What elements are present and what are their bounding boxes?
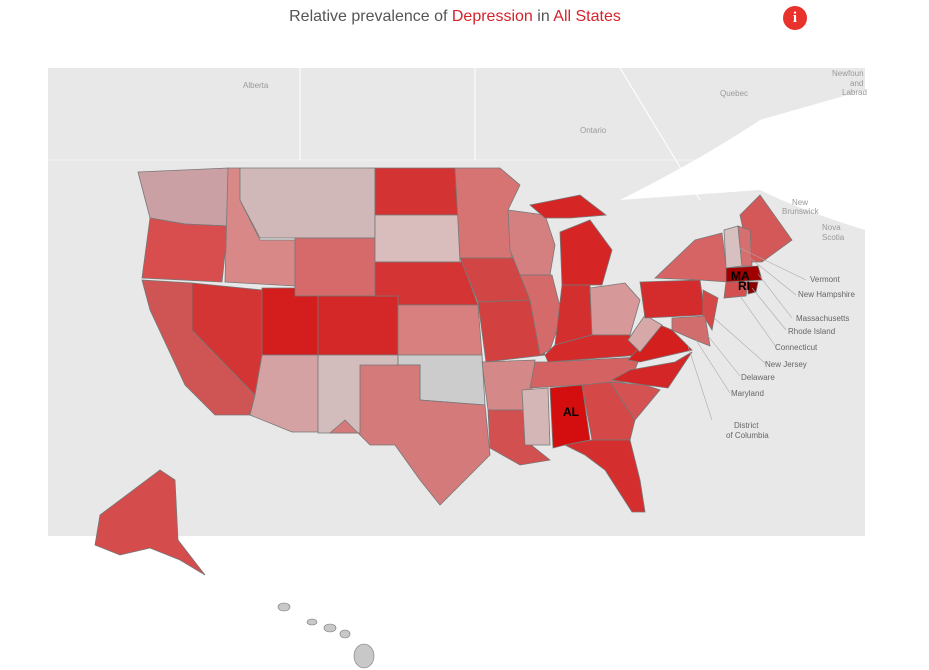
title-prefix: Relative prevalence of [289, 8, 448, 25]
state-label: AL [563, 405, 579, 419]
state[interactable] [627, 314, 663, 353]
callout: Massachusetts [796, 314, 849, 323]
state[interactable] [141, 217, 229, 283]
callout: Vermont [810, 275, 841, 284]
states [94, 167, 793, 576]
state-label: MA [731, 269, 750, 283]
state[interactable] [609, 381, 661, 421]
info-icon[interactable]: i [783, 6, 807, 30]
state[interactable] [521, 387, 551, 446]
callout-leaders [687, 247, 807, 421]
region-label: Scotia [822, 233, 845, 242]
state[interactable] [581, 381, 636, 441]
state[interactable] [94, 469, 206, 576]
callout: Connecticut [775, 343, 818, 352]
callout: New Hampshire [798, 290, 855, 299]
state[interactable] [747, 281, 759, 295]
region[interactable]: All States [553, 8, 621, 25]
region-label: and [850, 79, 863, 88]
state[interactable] [610, 351, 693, 389]
callout: New Jersey [765, 360, 807, 369]
state[interactable] [723, 281, 749, 299]
state[interactable] [239, 167, 376, 239]
title: Relative prevalence of Depression in All… [0, 8, 910, 26]
condition[interactable]: Depression [451, 8, 533, 25]
state[interactable] [317, 295, 399, 356]
state[interactable] [261, 287, 319, 356]
state[interactable] [639, 279, 706, 319]
state[interactable] [654, 232, 729, 283]
callout: Delaware [741, 373, 775, 382]
state[interactable] [328, 364, 491, 506]
callouts: Vermont New Hampshire Massachusetts Rhod… [726, 275, 855, 440]
water [620, 90, 865, 230]
state[interactable] [725, 265, 763, 283]
state[interactable] [397, 304, 483, 356]
state[interactable] [554, 284, 593, 346]
state[interactable] [137, 167, 229, 227]
region-label: Nova [822, 223, 841, 232]
region-label: Quebec [720, 89, 748, 98]
region-label: Brunswick [782, 207, 819, 216]
callout: of Columbia [726, 431, 769, 440]
region-label: New [792, 198, 808, 207]
region-label: Labrad [842, 88, 867, 97]
state[interactable] [563, 439, 646, 513]
state[interactable] [529, 194, 608, 219]
state[interactable] [589, 282, 641, 336]
state-labels: MA RI AL [563, 269, 750, 419]
state[interactable] [294, 237, 376, 297]
title-joiner: in [537, 8, 550, 25]
callout: Maryland [731, 389, 764, 398]
region-label: Ontario [580, 126, 607, 135]
hawaii [277, 602, 375, 669]
region-label: Newfoun [832, 69, 864, 78]
state[interactable] [374, 214, 461, 263]
region-labels: Alberta Quebec Ontario New Brunswick Nov… [243, 69, 867, 242]
region-label: Alberta [243, 81, 269, 90]
callout: Rhode Island [788, 327, 835, 336]
state-label: RI [738, 279, 750, 293]
state[interactable] [671, 315, 711, 347]
state[interactable] [702, 289, 719, 332]
state[interactable] [374, 167, 459, 216]
callout: District [734, 421, 759, 430]
state[interactable] [559, 219, 613, 286]
